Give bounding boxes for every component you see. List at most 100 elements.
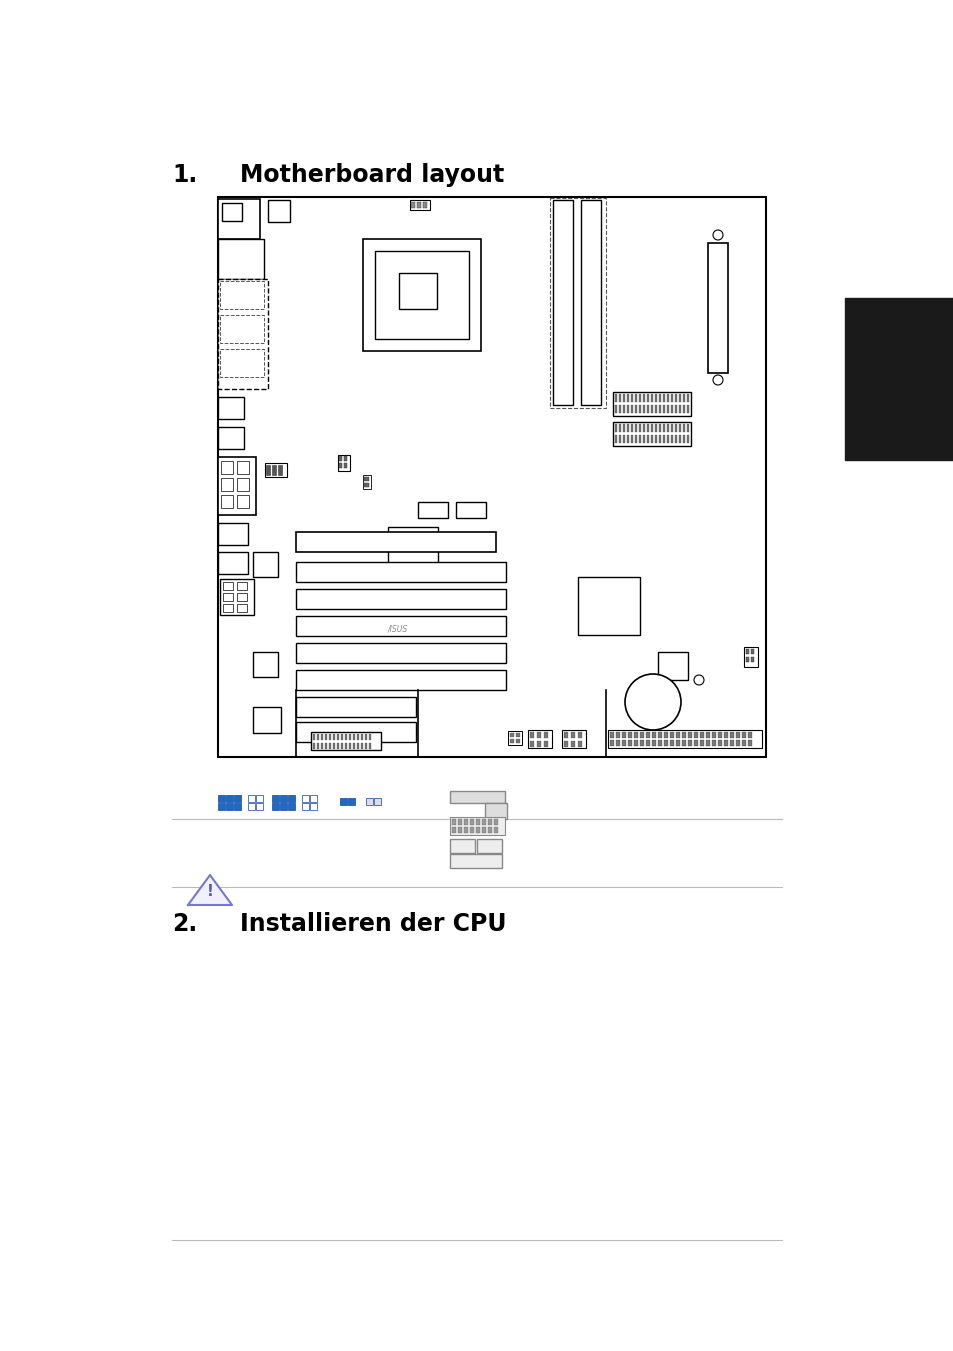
Bar <box>679 435 680 443</box>
Bar <box>218 280 268 389</box>
Bar <box>310 802 316 811</box>
Bar <box>718 740 721 746</box>
Bar <box>650 394 652 403</box>
Bar <box>236 461 249 474</box>
Bar <box>622 435 624 443</box>
Bar <box>365 734 367 740</box>
Bar <box>320 734 323 740</box>
Bar <box>711 732 716 738</box>
Bar <box>741 740 745 746</box>
Bar <box>626 435 628 443</box>
Bar <box>288 794 294 802</box>
Bar <box>662 405 664 413</box>
Bar <box>662 424 664 432</box>
Bar <box>618 424 620 432</box>
Bar <box>417 503 448 517</box>
Bar <box>630 435 633 443</box>
Bar <box>663 740 667 746</box>
Bar <box>650 435 652 443</box>
Bar <box>621 740 625 746</box>
Bar <box>457 819 461 825</box>
Bar <box>571 732 575 738</box>
Bar <box>220 349 264 377</box>
Bar <box>642 424 644 432</box>
Bar <box>662 394 664 403</box>
Bar <box>745 648 748 654</box>
Bar <box>295 589 505 609</box>
Bar <box>476 819 479 825</box>
Bar <box>338 463 341 467</box>
Bar <box>622 424 624 432</box>
Bar <box>693 740 698 746</box>
Bar <box>325 743 327 748</box>
Bar <box>686 394 688 403</box>
Bar <box>470 827 474 834</box>
Bar <box>452 827 456 834</box>
Bar <box>457 827 461 834</box>
Bar <box>646 424 648 432</box>
Polygon shape <box>188 875 232 905</box>
Circle shape <box>693 676 703 685</box>
Bar <box>253 653 277 677</box>
Bar <box>659 424 660 432</box>
Text: /ISUS: /ISUS <box>388 624 408 634</box>
Bar <box>675 405 677 413</box>
Bar <box>450 817 504 835</box>
Bar <box>516 734 519 738</box>
Bar <box>456 503 485 517</box>
Bar <box>655 435 657 443</box>
Bar <box>484 802 506 819</box>
Bar <box>277 465 282 476</box>
Bar <box>360 743 363 748</box>
Bar <box>687 732 691 738</box>
Bar <box>236 478 249 490</box>
Bar <box>295 697 416 717</box>
Bar <box>650 405 652 413</box>
Bar <box>313 734 314 740</box>
Bar <box>750 648 753 654</box>
Bar <box>333 743 335 748</box>
Bar <box>615 435 617 443</box>
Circle shape <box>624 674 680 730</box>
Bar <box>507 731 521 744</box>
Bar <box>450 854 501 867</box>
Bar <box>618 405 620 413</box>
Bar <box>265 463 287 477</box>
Bar <box>651 732 656 738</box>
Bar <box>543 732 547 738</box>
Bar <box>615 405 617 413</box>
Bar <box>488 819 492 825</box>
Bar <box>221 461 233 474</box>
Bar <box>316 734 318 740</box>
Bar <box>363 239 480 351</box>
Bar <box>481 827 485 834</box>
Text: 2.: 2. <box>172 912 197 936</box>
Bar <box>630 405 633 413</box>
Bar <box>615 394 617 403</box>
Bar <box>272 465 275 476</box>
Bar <box>609 732 614 738</box>
Bar <box>398 273 436 309</box>
Bar <box>302 794 309 802</box>
Bar <box>302 802 309 811</box>
Bar <box>369 743 371 748</box>
Bar <box>345 743 347 748</box>
Bar <box>476 839 501 852</box>
Bar <box>537 732 540 738</box>
Bar <box>646 435 648 443</box>
Bar <box>340 734 343 740</box>
Bar <box>626 405 628 413</box>
Bar <box>272 794 278 802</box>
Bar <box>705 740 709 746</box>
Bar <box>655 405 657 413</box>
Bar <box>745 657 748 662</box>
Bar <box>272 802 278 811</box>
Bar <box>218 239 264 280</box>
Bar <box>218 457 255 515</box>
Bar <box>682 394 684 403</box>
Bar <box>366 798 373 805</box>
Bar <box>295 670 505 690</box>
Bar <box>345 734 347 740</box>
Bar <box>416 203 420 208</box>
Bar <box>666 405 668 413</box>
